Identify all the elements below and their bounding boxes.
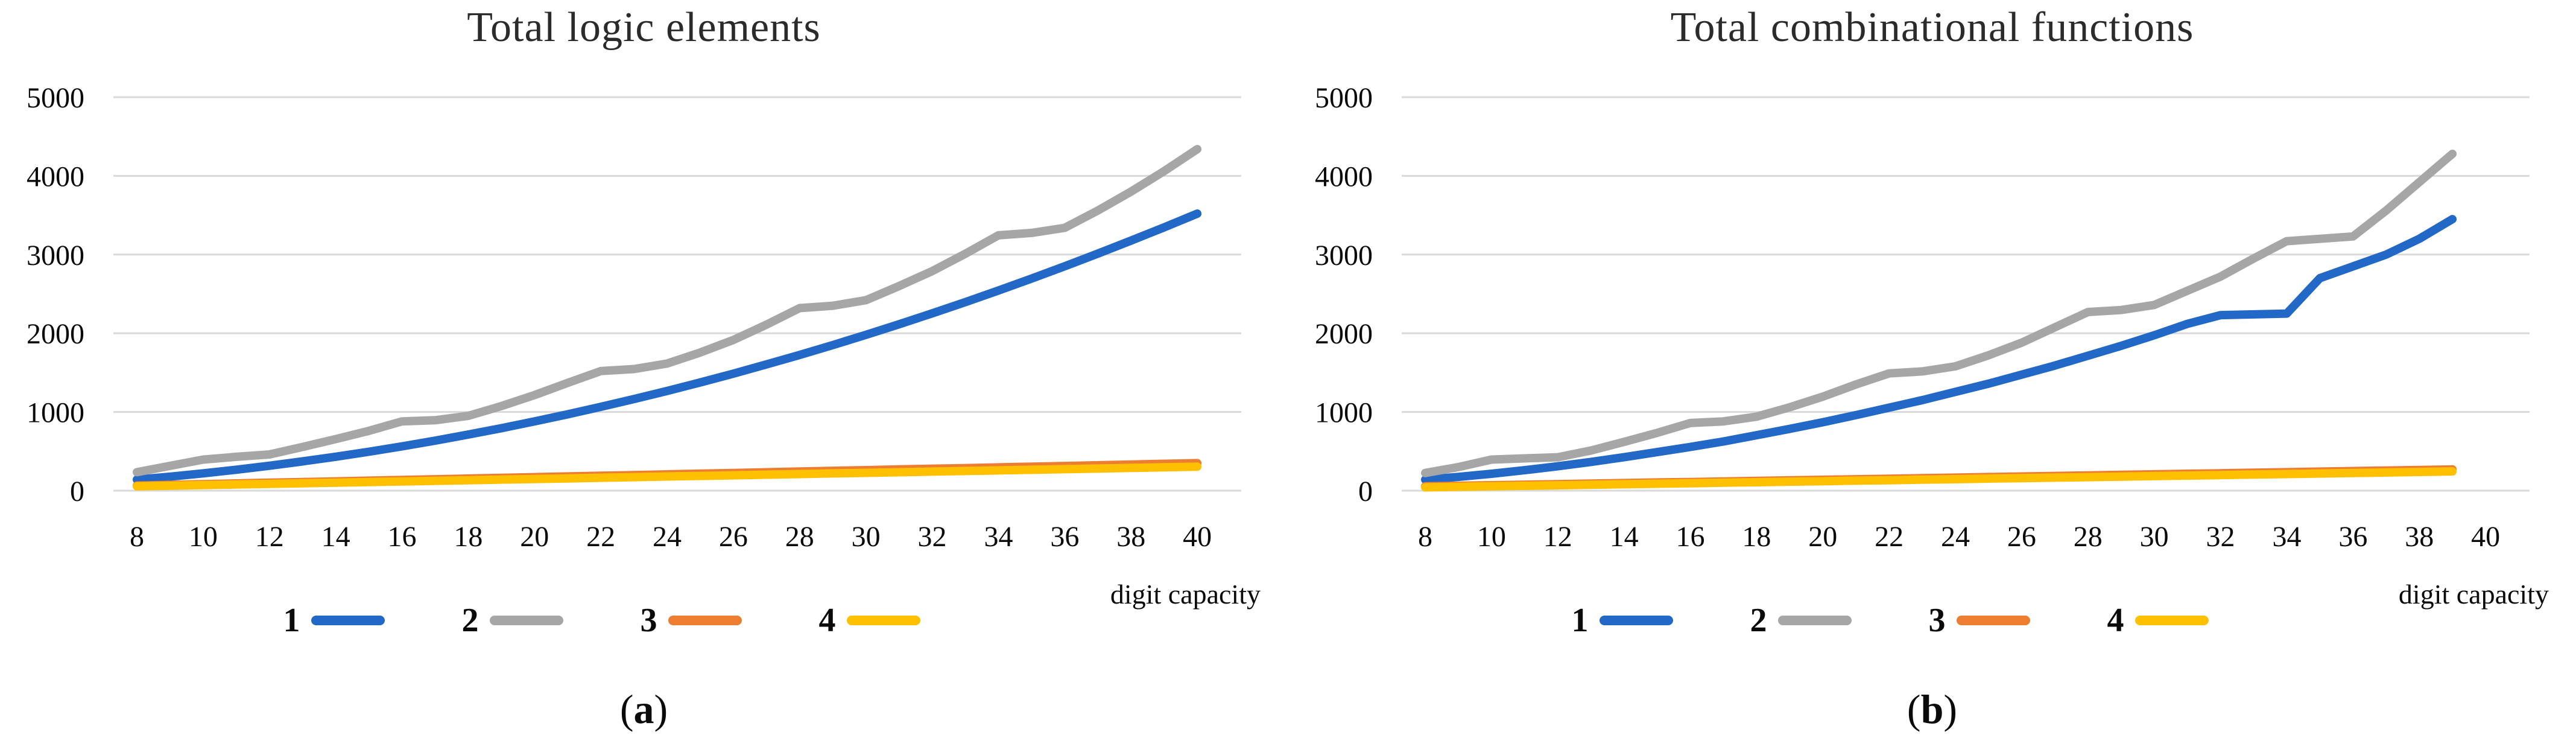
x-tick-label: 36: [2338, 521, 2367, 553]
x-tick-label: 28: [2074, 521, 2103, 553]
x-tick-label: 26: [2007, 521, 2036, 553]
x-tick-label: 32: [918, 521, 947, 553]
legend-item: 2: [1750, 604, 1852, 637]
y-tick-label: 4000: [1315, 161, 1373, 193]
x-tick-label: 38: [1116, 521, 1145, 553]
legend-series-swatch: [2135, 616, 2209, 625]
legend-item: 3: [1929, 604, 2030, 637]
legend-series-swatch: [489, 616, 563, 625]
caption-letter: a: [633, 686, 654, 732]
caption-open-paren: (: [1907, 686, 1921, 732]
x-tick-label: 34: [984, 521, 1013, 553]
legend-series-label: 4: [2107, 602, 2124, 639]
legend-item: 3: [641, 604, 742, 637]
x-tick-label: 8: [1418, 521, 1432, 553]
series-line-4: [133, 462, 1202, 491]
legend-item: 2: [462, 604, 563, 637]
legend-series-swatch: [311, 616, 385, 625]
caption-close-paren: ): [1943, 686, 1958, 732]
y-tick-label: 0: [1358, 476, 1373, 508]
y-tick-label: 2000: [27, 318, 84, 350]
x-tick-label: 30: [2140, 521, 2169, 553]
x-tick-label: 14: [1610, 521, 1639, 553]
legend-item: 1: [283, 604, 385, 637]
x-tick-label: 18: [454, 521, 483, 553]
x-tick-label: 16: [1676, 521, 1705, 553]
x-tick-label: 8: [130, 521, 144, 553]
y-tick-label: 4000: [27, 161, 84, 193]
x-tick-label: 30: [852, 521, 881, 553]
series-line-1: [1421, 215, 2457, 484]
x-tick-label: 20: [1808, 521, 1837, 553]
line-chart-canvas: 0 1000 2000 3000 4000 5000 8 10 12 14 16 18 20 22 24 26…: [1315, 82, 2530, 553]
legend-item: 4: [819, 604, 920, 637]
series-line-2: [133, 145, 1202, 477]
series-line-1: [133, 209, 1202, 484]
y-tick-label: 5000: [27, 82, 84, 114]
x-tick-label: 10: [189, 521, 218, 553]
legend-series-swatch: [1956, 616, 2030, 625]
y-tick-label: 3000: [1315, 240, 1373, 272]
legend-series-label: 2: [1750, 602, 1767, 639]
y-tick-label: 1000: [1315, 397, 1373, 429]
legend-series-swatch: [668, 616, 742, 625]
panel-caption: (a): [0, 687, 1288, 732]
chart-legend: 1 2 3 4: [0, 604, 1245, 637]
chart-panel-a: Total logic elements 0 1000 2000 3000 4000 50…: [0, 4, 1288, 732]
x-tick-label: 12: [255, 521, 284, 553]
x-tick-label: 22: [1875, 521, 1904, 553]
y-tick-label: 0: [70, 476, 84, 508]
legend-series-swatch: [1599, 616, 1673, 625]
series-line-4: [1421, 467, 2457, 492]
x-tick-label: 10: [1477, 521, 1506, 553]
x-tick-label: 18: [1742, 521, 1771, 553]
x-tick-label: 16: [388, 521, 417, 553]
panel-caption: (b): [1288, 687, 2576, 732]
legend-series-label: 2: [461, 602, 479, 639]
legend-series-swatch: [846, 616, 920, 625]
x-tick-label: 28: [785, 521, 814, 553]
x-tick-label: 24: [653, 521, 682, 553]
chart-panel-b: Total combinational functions 0 1000 2000 3…: [1288, 0, 2576, 755]
x-tick-label: 38: [2405, 521, 2434, 553]
legend-item: 4: [2107, 604, 2209, 637]
series-line-2: [1421, 149, 2457, 477]
y-tick-label: 5000: [1315, 82, 1373, 114]
x-tick-label: 36: [1050, 521, 1079, 553]
x-tick-label: 34: [2272, 521, 2301, 553]
x-tick-label: 32: [2206, 521, 2235, 553]
x-tick-label: 22: [586, 521, 615, 553]
caption-letter: b: [1920, 686, 1944, 732]
line-chart-canvas: 0 1000 2000 3000 4000 5000 8 10 12 14 16 18 20 22 24 26…: [27, 82, 1241, 553]
legend-series-label: 3: [1928, 602, 1946, 639]
x-axis-label: digit capacity: [1110, 579, 1261, 610]
legend-series-label: 4: [818, 602, 836, 639]
y-tick-label: 1000: [27, 397, 84, 429]
x-tick-label: 24: [1941, 521, 1970, 553]
x-tick-label: 26: [719, 521, 748, 553]
x-tick-label: 12: [1543, 521, 1572, 553]
x-tick-label: 40: [2471, 521, 2500, 553]
legend-series-label: 3: [640, 602, 657, 639]
y-tick-label: 3000: [27, 240, 84, 272]
caption-close-paren: ): [654, 686, 668, 732]
chart-title: Total logic elements: [467, 4, 821, 51]
x-tick-label: 40: [1183, 521, 1212, 553]
x-tick-label: 14: [321, 521, 350, 553]
legend-series-swatch: [1777, 616, 1852, 625]
x-tick-label: 20: [520, 521, 549, 553]
legend-series-label: 1: [283, 602, 300, 639]
chart-legend: 1 2 3 4: [1246, 604, 2534, 637]
caption-open-paren: (: [619, 686, 634, 732]
y-tick-label: 2000: [1315, 318, 1373, 350]
legend-series-label: 1: [1571, 602, 1589, 639]
x-axis-label: digit capacity: [2398, 579, 2549, 610]
chart-title: Total combinational functions: [1670, 4, 2194, 51]
legend-item: 1: [1572, 604, 1673, 637]
